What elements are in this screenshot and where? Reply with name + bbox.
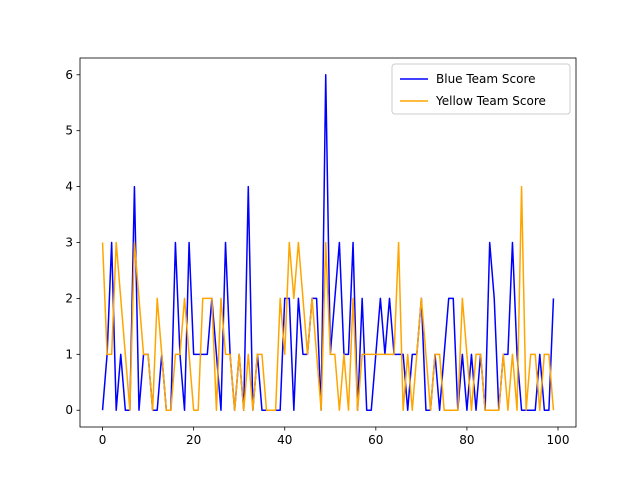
y-tick-label: 2 — [65, 291, 73, 305]
legend-label: Blue Team Score — [436, 72, 536, 86]
legend-label: Yellow Team Score — [435, 94, 546, 108]
series-line-yellow-team — [101, 185, 555, 411]
legend-box — [391, 63, 571, 115]
y-tick-label: 1 — [65, 347, 73, 361]
x-axis: 0 20 40 60 80 100 — [99, 427, 570, 447]
y-tick-label: 0 — [65, 403, 73, 417]
y-tick-label: 6 — [65, 68, 73, 82]
legend: Blue Team Score Yellow Team Score — [391, 63, 571, 115]
y-tick-label: 5 — [65, 124, 73, 138]
x-tick-label: 100 — [547, 433, 570, 447]
x-tick-label: 60 — [368, 433, 383, 447]
series-line-blue-team — [101, 74, 555, 411]
y-tick-label: 3 — [65, 236, 73, 250]
y-tick-label: 4 — [65, 180, 73, 194]
x-tick-label: 80 — [459, 433, 474, 447]
x-tick-label: 0 — [99, 433, 107, 447]
y-axis: 0 1 2 3 4 5 6 — [65, 68, 80, 417]
x-tick-label: 20 — [186, 433, 201, 447]
x-tick-label: 40 — [277, 433, 292, 447]
series-layer — [101, 74, 555, 411]
